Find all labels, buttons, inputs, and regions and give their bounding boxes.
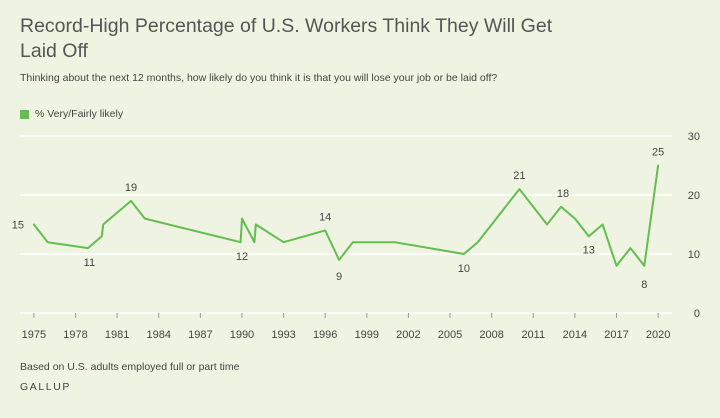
y-tick-label: 30 <box>688 131 700 143</box>
data-label: 21 <box>513 170 525 182</box>
x-tick-label: 1978 <box>63 329 87 341</box>
brand-logo: GALLUP <box>20 381 72 393</box>
x-tick-label: 1990 <box>230 329 254 341</box>
x-tick-label: 1981 <box>105 329 129 341</box>
data-label: 14 <box>319 211 331 223</box>
x-tick-label: 2014 <box>563 329 587 341</box>
source-note: Based on U.S. adults employed full or pa… <box>20 361 240 373</box>
series-line <box>32 164 660 267</box>
data-label: 11 <box>84 257 95 269</box>
x-tick-label: 1987 <box>188 329 212 341</box>
x-tick-label: 2005 <box>438 329 462 341</box>
data-label: 10 <box>458 263 470 275</box>
data-label: 9 <box>336 271 342 283</box>
x-tick-label: 2008 <box>479 329 503 341</box>
x-tick-label: 2020 <box>646 329 670 341</box>
chart-title: Record-High Percentage of U.S. Workers T… <box>20 15 553 62</box>
x-tick-label: 1999 <box>355 329 379 341</box>
y-tick-label: 20 <box>688 190 700 202</box>
data-label: 18 <box>557 188 569 200</box>
chart-subtitle: Thinking about the next 12 months, how l… <box>20 72 498 84</box>
x-tick-label: 2011 <box>521 329 545 341</box>
legend-swatch <box>20 109 29 119</box>
chart-legend: % Very/Fairly likely <box>20 108 123 120</box>
data-label: 8 <box>641 279 647 291</box>
y-tick-label: 10 <box>688 249 700 261</box>
data-label: 13 <box>583 244 595 256</box>
x-tick-label: 1993 <box>271 329 295 341</box>
data-label: 15 <box>12 220 24 232</box>
x-tick-label: 2002 <box>396 329 420 341</box>
y-tick-label: 0 <box>694 308 700 320</box>
x-tick-label: 2017 <box>604 329 628 341</box>
data-label: 19 <box>125 182 137 194</box>
data-label: 12 <box>236 251 248 263</box>
x-tick-label: 1975 <box>22 329 46 341</box>
x-tick-label: 1984 <box>146 329 170 341</box>
legend-label: % Very/Fairly likely <box>35 108 124 120</box>
x-tick-label: 1996 <box>313 329 337 341</box>
data-label: 25 <box>652 147 664 159</box>
